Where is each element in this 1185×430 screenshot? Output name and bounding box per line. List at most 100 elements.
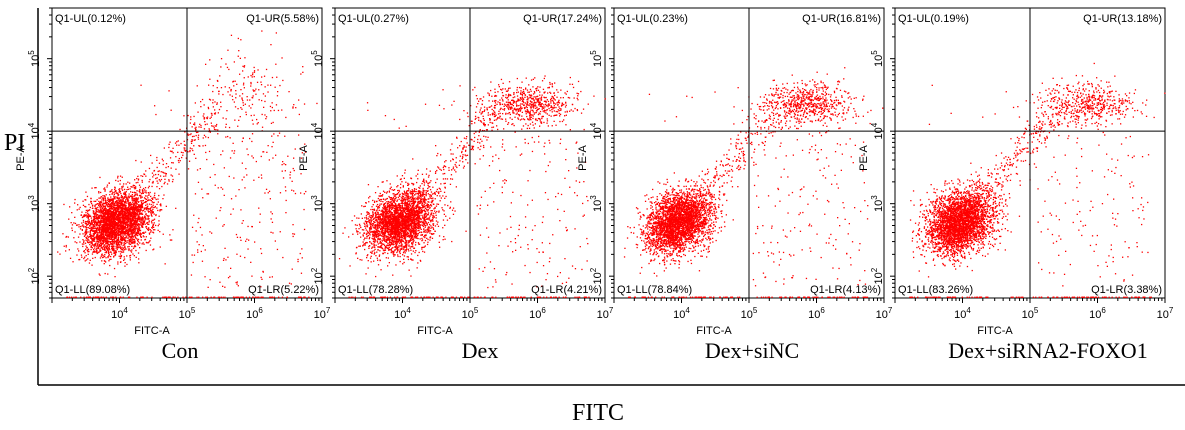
event-point [129, 224, 131, 226]
event-point [369, 241, 371, 243]
event-point [93, 233, 95, 235]
event-point [90, 227, 92, 229]
event-point [394, 199, 396, 201]
event-point [107, 228, 109, 230]
event-point [90, 217, 92, 219]
event-point [135, 231, 137, 233]
event-point [74, 198, 76, 201]
event-point [97, 229, 100, 231]
event-point [152, 176, 154, 178]
event-point [142, 218, 145, 220]
event-point [125, 196, 127, 198]
event-point [123, 227, 125, 229]
event-point [110, 205, 112, 208]
event-point [134, 229, 136, 231]
event-point [251, 133, 254, 135]
event-point [113, 203, 115, 205]
event-point [103, 248, 106, 251]
event-point [148, 232, 151, 234]
event-point [119, 220, 121, 222]
event-point [103, 236, 105, 239]
event-point [103, 230, 105, 232]
event-point [136, 227, 138, 229]
event-point [369, 251, 372, 253]
event-point [129, 204, 131, 206]
event-point [101, 260, 103, 262]
event-point [265, 188, 268, 190]
event-point [214, 109, 216, 111]
y-tick-label: 103 [27, 195, 42, 212]
event-point [95, 224, 97, 226]
event-point [263, 151, 265, 153]
event-point [69, 206, 71, 208]
event-point [96, 252, 98, 255]
event-point [243, 87, 245, 89]
event-point [363, 222, 365, 224]
event-point [134, 203, 136, 205]
event-point [123, 258, 126, 260]
event-point [139, 186, 142, 188]
event-point [98, 273, 100, 275]
event-point [181, 156, 183, 159]
event-point [252, 157, 254, 159]
event-point [92, 218, 95, 220]
event-point [145, 190, 147, 192]
event-point [165, 163, 168, 165]
event-point [109, 233, 111, 235]
event-point [123, 218, 125, 221]
event-point [208, 129, 211, 131]
event-point [133, 240, 135, 242]
event-point [113, 208, 115, 210]
event-point [191, 148, 193, 150]
event-point [118, 191, 120, 193]
event-point [101, 209, 103, 211]
event-point [118, 244, 120, 246]
event-point [413, 217, 415, 220]
event-point [265, 118, 267, 120]
event-point [155, 214, 157, 216]
event-point [103, 238, 105, 240]
event-point [113, 237, 116, 240]
event-point [128, 210, 130, 213]
event-point [133, 242, 135, 244]
event-point [127, 224, 129, 227]
event-point [150, 199, 152, 202]
event-point [250, 261, 252, 263]
event-point [110, 202, 112, 205]
event-point [271, 135, 273, 137]
event-point [171, 239, 173, 241]
event-point [260, 81, 262, 83]
event-point [125, 223, 127, 225]
event-point [191, 226, 194, 228]
event-point [135, 215, 137, 217]
event-point [152, 232, 155, 234]
event-point [108, 237, 110, 239]
event-point [100, 200, 102, 203]
event-point [154, 205, 156, 208]
event-point [111, 235, 113, 238]
event-point [136, 190, 138, 192]
event-point [165, 205, 167, 207]
event-point [246, 238, 248, 240]
event-point [220, 186, 222, 189]
event-point [137, 224, 139, 226]
event-point [400, 183, 402, 185]
y-tick-label: 105 [27, 50, 42, 67]
event-point [152, 211, 154, 213]
event-point [153, 196, 155, 198]
event-point [124, 228, 127, 230]
event-point [423, 242, 425, 244]
event-point [220, 87, 223, 89]
event-point [139, 205, 141, 208]
event-point [105, 201, 107, 203]
event-point [108, 244, 110, 246]
event-point [285, 116, 287, 119]
event-point [410, 238, 413, 240]
event-point [111, 189, 113, 191]
event-point [251, 103, 254, 106]
event-point [399, 203, 401, 205]
event-point [115, 179, 117, 182]
event-point [96, 240, 98, 242]
event-point [210, 296, 212, 298]
event-point [146, 195, 148, 197]
